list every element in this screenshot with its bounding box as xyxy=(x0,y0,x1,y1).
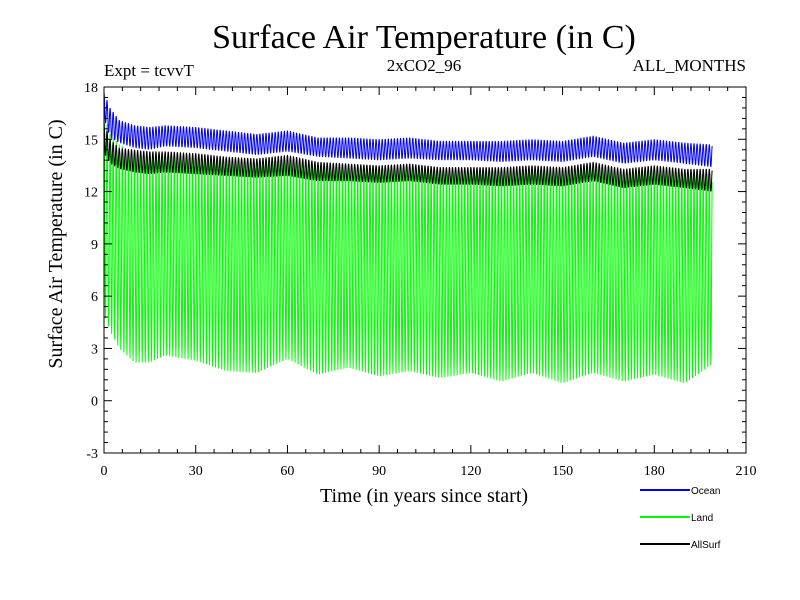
chart-subtitle-center: 2xCO2_96 xyxy=(387,56,462,75)
plot-frame xyxy=(103,86,747,454)
x-tick-label: 150 xyxy=(552,464,573,479)
y-tick-label: 0 xyxy=(91,395,98,410)
legend-label-ocean: Ocean xyxy=(691,486,720,497)
legend-label-land: Land xyxy=(691,513,713,524)
chart-title: Surface Air Temperature (in C) xyxy=(212,19,636,56)
y-tick-label: 6 xyxy=(91,290,98,305)
plot-area xyxy=(103,92,713,383)
y-tick-label: 15 xyxy=(84,133,98,148)
chart-subtitle-left: Expt = tcvvT xyxy=(104,61,194,80)
y-axis-label: Surface Air Temperature (in C) xyxy=(45,119,67,368)
x-tick-label: 30 xyxy=(189,464,203,479)
x-tick-label: 60 xyxy=(280,464,294,479)
series-line-ocean xyxy=(103,92,713,168)
x-axis-label: Time (in years since start) xyxy=(320,485,528,507)
x-tick-label: 180 xyxy=(644,464,665,479)
x-tick-label: 0 xyxy=(101,464,108,479)
series-line-allsurf xyxy=(103,121,713,192)
series-line-land xyxy=(103,114,713,383)
legend-label-allsurf: AllSurf xyxy=(691,540,721,551)
x-tick-label: 90 xyxy=(372,464,386,479)
chart-subtitle-right: ALL_MONTHS xyxy=(633,56,746,75)
y-tick-label: 12 xyxy=(84,186,98,201)
y-tick-label: 18 xyxy=(84,81,98,96)
legend: Ocean Land AllSurf xyxy=(640,486,721,551)
y-tick-label: 3 xyxy=(91,342,98,357)
y-tick-label: -3 xyxy=(86,447,98,462)
x-tick-label: 120 xyxy=(460,464,481,479)
y-tick-label: 9 xyxy=(91,238,98,253)
x-tick-label: 210 xyxy=(736,464,757,479)
